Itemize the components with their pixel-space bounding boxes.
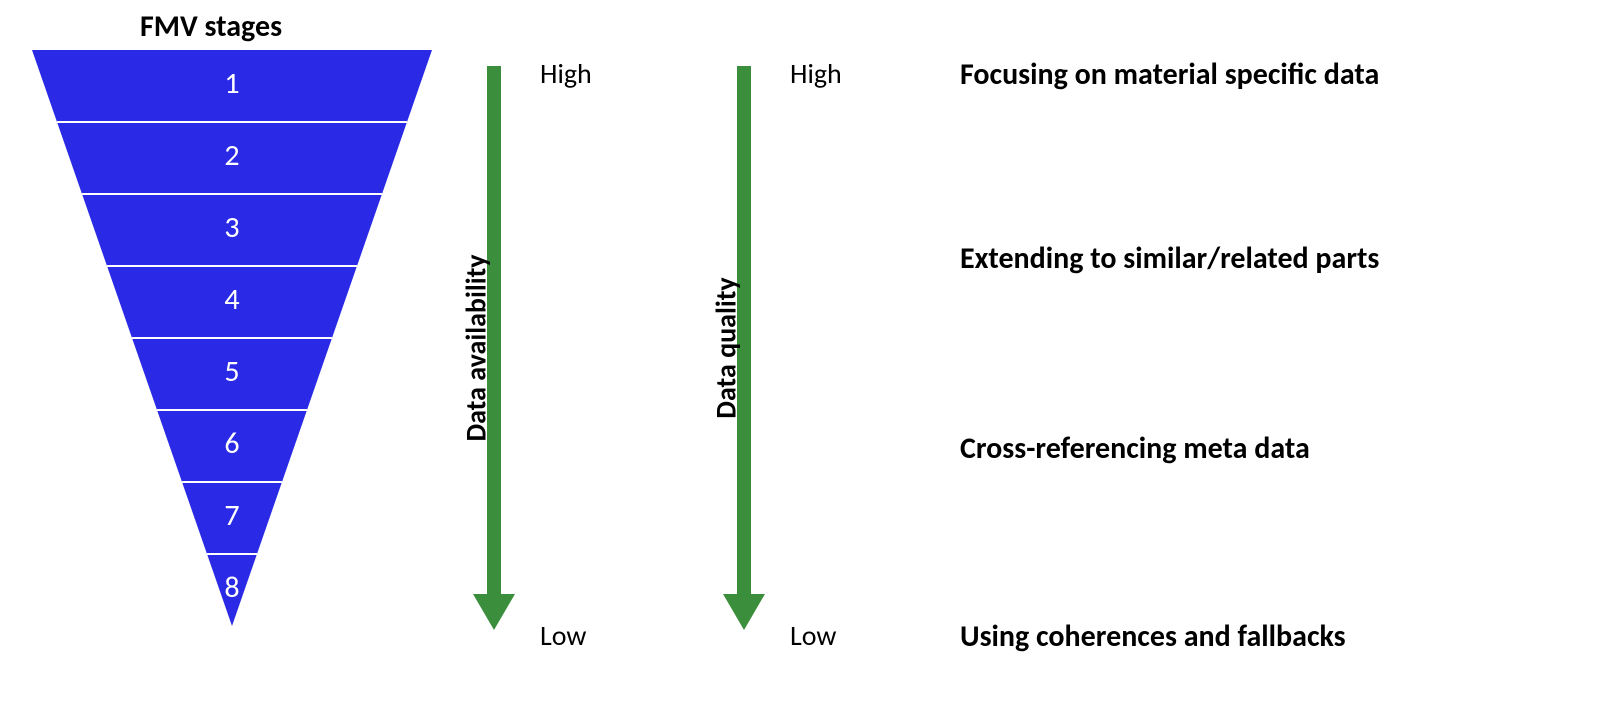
description-0: Focusing on material specific data [960, 56, 1379, 93]
funnel-title: FMV stages [140, 8, 282, 45]
arrow-bottom-label: Low [540, 618, 586, 653]
funnel-level-label: 4 [224, 281, 239, 318]
funnel-svg: 1 2 3 4 5 6 7 8 [32, 50, 432, 690]
funnel-level-label: 7 [224, 497, 239, 534]
funnel-level-label: 2 [224, 137, 239, 174]
arrow-side-label: Data availability [459, 254, 494, 441]
arrow-bottom-label: Low [790, 618, 836, 653]
funnel-level-label: 5 [224, 353, 239, 390]
arrow-top-label: High [540, 56, 592, 91]
funnel-level-label: 1 [224, 65, 239, 102]
diagram-container: FMV stages 1 2 3 4 5 6 7 8 High Low Data availabi… [0, 0, 1612, 709]
arrow-head [723, 594, 765, 630]
description-2: Cross-referencing meta data [960, 430, 1310, 467]
description-1: Extending to similar/related parts [960, 240, 1379, 277]
funnel-level-label: 8 [224, 569, 239, 606]
arrow-head [473, 594, 515, 630]
description-3: Using coherences and fallbacks [960, 618, 1346, 655]
funnel-level-label: 6 [224, 425, 239, 462]
arrow-side-label: Data quality [709, 277, 744, 418]
funnel-level-label: 3 [224, 209, 239, 246]
arrow-top-label: High [790, 56, 842, 91]
